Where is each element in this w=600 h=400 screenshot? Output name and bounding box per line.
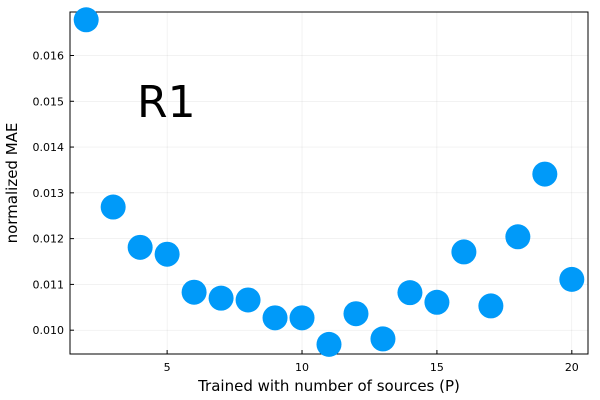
data-point bbox=[316, 331, 342, 357]
y-tick-label: 0.015 bbox=[33, 95, 65, 108]
data-point bbox=[343, 301, 369, 327]
x-axis-label: Trained with number of sources (P) bbox=[197, 377, 460, 395]
x-tick-label: 10 bbox=[295, 361, 309, 374]
data-point bbox=[73, 7, 99, 33]
y-tick-label: 0.016 bbox=[33, 49, 65, 62]
data-point bbox=[262, 305, 288, 331]
y-axis-label: normalized MAE bbox=[3, 123, 21, 244]
y-tick-label: 0.011 bbox=[33, 278, 65, 291]
data-point bbox=[397, 280, 423, 306]
data-point bbox=[370, 326, 396, 352]
x-tick-label: 20 bbox=[565, 361, 579, 374]
x-tick-label: 15 bbox=[430, 361, 444, 374]
grid bbox=[70, 12, 588, 354]
y-tick-label: 0.014 bbox=[33, 141, 65, 154]
data-point bbox=[181, 279, 207, 305]
data-point bbox=[559, 266, 585, 292]
data-point bbox=[127, 234, 153, 260]
x-tick-label: 5 bbox=[164, 361, 171, 374]
data-point bbox=[208, 285, 234, 311]
data-point bbox=[100, 194, 126, 220]
data-point bbox=[154, 241, 180, 267]
data-point bbox=[235, 287, 261, 313]
data-point bbox=[451, 239, 477, 265]
data-point bbox=[478, 293, 504, 319]
data-point bbox=[505, 224, 531, 250]
y-tick-label: 0.013 bbox=[33, 187, 65, 200]
data-point bbox=[424, 289, 450, 315]
y-tick-label: 0.012 bbox=[33, 233, 65, 246]
data-point bbox=[289, 305, 315, 331]
data-point bbox=[532, 161, 558, 187]
data-points bbox=[73, 7, 585, 357]
y-tick-label: 0.010 bbox=[33, 324, 65, 337]
ticks: 5 10 15 20 0.010 0.011 0.012 0.013 0.014 0.015 0.0… bbox=[33, 49, 579, 374]
annotation-label: R1 bbox=[137, 77, 196, 128]
